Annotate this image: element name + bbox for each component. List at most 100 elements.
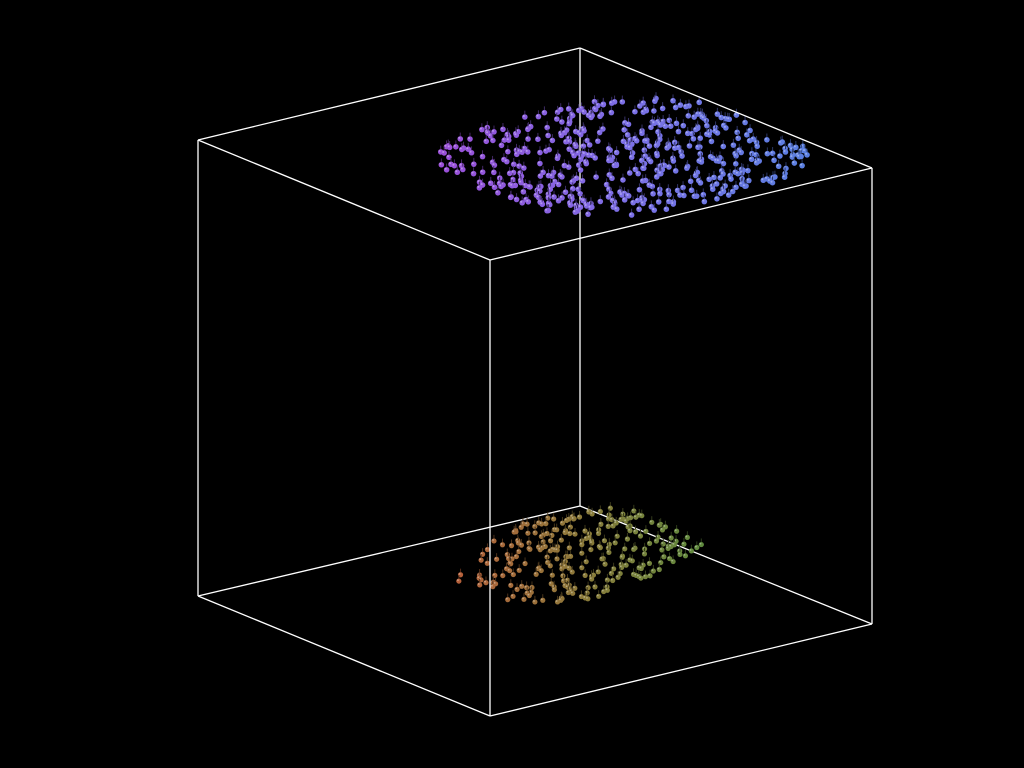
point-lower-237	[551, 587, 557, 593]
point-highlight	[764, 176, 767, 179]
point-upper-149	[633, 137, 640, 144]
point-upper-515	[544, 207, 550, 214]
point-lower-130	[606, 549, 612, 556]
point-upper-378	[746, 177, 752, 184]
point-lower-52	[674, 528, 680, 534]
point-highlight	[782, 175, 785, 178]
point-highlight	[627, 145, 630, 148]
point-highlight	[734, 185, 736, 188]
point-upper-345	[470, 170, 477, 177]
point-highlight	[677, 193, 680, 196]
point-lower-197	[549, 572, 555, 578]
point-highlight	[511, 572, 514, 575]
point-lower-254	[521, 596, 527, 602]
point-highlight	[672, 542, 675, 545]
point-upper-40	[733, 112, 740, 118]
point-highlight	[577, 515, 580, 517]
point-upper-361	[781, 174, 788, 180]
point-highlight	[588, 110, 591, 113]
point-highlight	[698, 180, 701, 183]
point-upper-236	[804, 152, 810, 158]
point-highlight	[660, 106, 663, 109]
point-highlight	[729, 177, 731, 180]
point-highlight	[490, 138, 493, 141]
point-lower-242	[565, 589, 571, 596]
point-highlight	[658, 560, 661, 563]
point-highlight	[519, 543, 522, 546]
point-lower-38	[605, 523, 611, 529]
point-highlight	[598, 545, 601, 548]
point-highlight	[548, 563, 551, 566]
point-highlight	[517, 149, 520, 152]
point-highlight	[558, 107, 561, 110]
point-upper-68	[673, 120, 680, 127]
point-upper-10	[600, 101, 607, 108]
point-highlight	[586, 212, 589, 215]
point-lower-116	[527, 546, 533, 552]
point-highlight	[629, 155, 632, 158]
point-lower-245	[570, 590, 576, 596]
point-highlight	[619, 565, 622, 568]
point-highlight	[598, 114, 600, 117]
point-highlight	[734, 153, 737, 156]
point-upper-327	[672, 168, 679, 174]
point-lower-23	[563, 517, 570, 523]
point-upper-247	[642, 153, 648, 159]
point-upper-297	[491, 162, 498, 168]
point-upper-67	[651, 120, 658, 127]
point-upper-380	[579, 177, 586, 184]
point-upper-417	[491, 184, 498, 191]
point-lower-191	[533, 571, 539, 577]
point-lower-253	[585, 596, 591, 602]
point-upper-389	[697, 180, 704, 186]
point-highlight	[538, 150, 540, 153]
point-upper-225	[769, 150, 776, 157]
point-highlight	[658, 171, 661, 174]
point-highlight	[790, 155, 793, 158]
point-upper-230	[764, 150, 771, 157]
point-highlight	[701, 116, 704, 119]
point-highlight	[683, 553, 686, 556]
point-highlight	[514, 152, 517, 155]
point-highlight	[563, 530, 566, 533]
point-highlight	[566, 136, 569, 139]
point-lower-132	[641, 551, 648, 557]
point-highlight	[739, 182, 742, 185]
point-upper-74	[680, 122, 687, 129]
box-edge-bottom-front-right	[489, 623, 873, 717]
point-highlight	[477, 583, 480, 585]
point-lower-180	[559, 566, 565, 572]
point-highlight	[535, 137, 538, 140]
point-lower-187	[595, 569, 601, 575]
point-highlight	[748, 128, 751, 131]
point-highlight	[562, 163, 565, 166]
point-lower-21	[618, 516, 624, 522]
point-upper-371	[706, 176, 712, 183]
point-upper-11	[677, 102, 684, 108]
point-highlight	[728, 173, 731, 176]
point-upper-519	[628, 212, 635, 218]
point-highlight	[488, 181, 491, 184]
point-highlight	[643, 154, 646, 157]
point-highlight	[584, 161, 587, 164]
point-highlight	[522, 146, 525, 149]
point-lower-259	[554, 599, 561, 605]
point-upper-29	[640, 109, 647, 115]
point-upper-173	[653, 142, 660, 149]
point-highlight	[529, 590, 532, 593]
point-highlight	[580, 178, 583, 181]
point-lower-234	[572, 585, 578, 591]
point-highlight	[663, 525, 666, 527]
point-highlight	[697, 158, 700, 161]
point-highlight	[569, 194, 572, 197]
point-highlight	[683, 104, 686, 107]
point-upper-221	[468, 149, 475, 156]
point-lower-58	[532, 530, 538, 536]
point-highlight	[637, 207, 640, 210]
point-highlight	[601, 102, 604, 105]
point-highlight	[438, 149, 441, 152]
point-highlight	[624, 519, 627, 522]
point-lower-218	[483, 580, 489, 586]
